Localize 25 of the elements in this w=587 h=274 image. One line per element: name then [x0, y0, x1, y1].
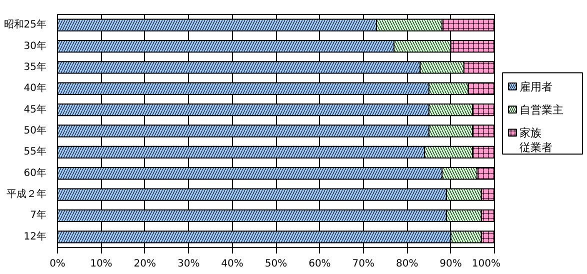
x-tick-label: 10%: [90, 258, 112, 270]
y-tick-label: 40年: [24, 82, 47, 94]
y-tick-label: 50年: [24, 124, 47, 136]
x-tick-label: 0%: [50, 258, 66, 270]
x-tick-label: 90%: [440, 258, 462, 270]
y-tick-label: 昭和25年: [4, 18, 47, 31]
y-tick-label: 55年: [24, 146, 47, 158]
x-tick-label: 30%: [177, 258, 200, 270]
legend-label: 雇用者: [520, 80, 552, 94]
x-tick-label: 40%: [221, 258, 244, 270]
x-tick-label: 50%: [264, 258, 288, 270]
x-tick-label: 20%: [134, 258, 156, 270]
y-tick-label: 45年: [24, 103, 47, 116]
legend-label: 自営業主: [520, 104, 564, 117]
legend-label: 家族従業者: [520, 126, 552, 154]
x-tick-label: 100%: [472, 258, 501, 270]
x-tick-label: 60%: [308, 258, 331, 270]
y-tick-label: 30年: [24, 40, 47, 52]
y-tick-label: 35年: [24, 60, 47, 73]
y-tick-label: 7年: [30, 209, 47, 222]
y-tick-label: 12年: [24, 230, 47, 242]
y-tick-label: 平成２年: [6, 188, 46, 200]
x-tick-label: 80%: [396, 258, 418, 270]
y-tick-label: 60年: [24, 166, 47, 179]
x-tick-label: 70%: [352, 258, 375, 270]
